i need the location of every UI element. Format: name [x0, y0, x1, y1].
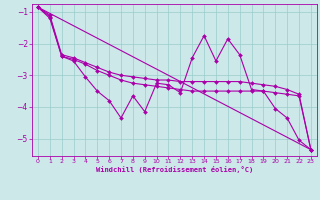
X-axis label: Windchill (Refroidissement éolien,°C): Windchill (Refroidissement éolien,°C)	[96, 166, 253, 173]
